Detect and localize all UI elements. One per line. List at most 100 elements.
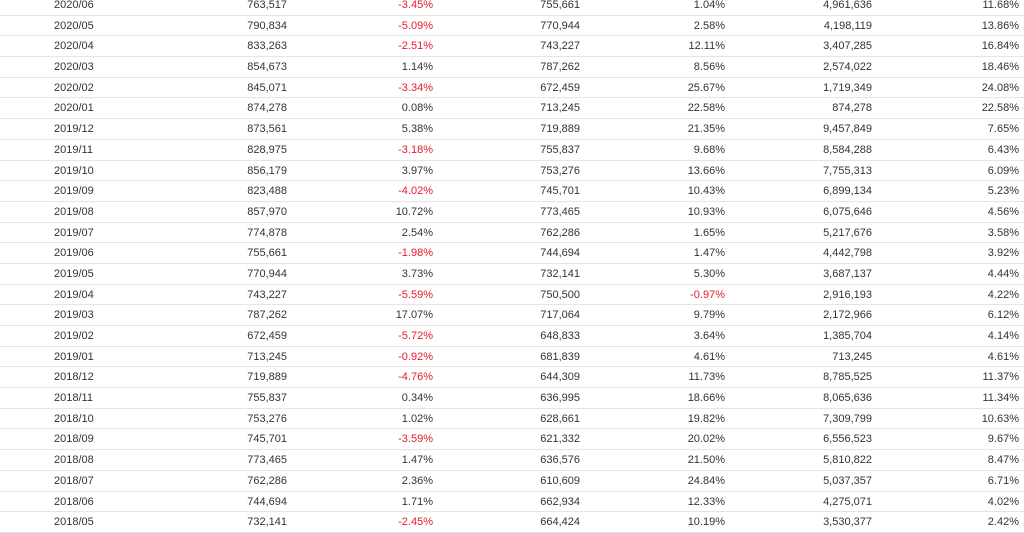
cell-prior-value: 662,934 — [540, 495, 580, 508]
cell-yoy-change: 18.66% — [687, 392, 725, 405]
cell-month: 2018/06 — [54, 495, 94, 508]
cell-value: 755,837 — [247, 392, 287, 405]
table-row: 2019/10 856,179 3.97% 753,276 13.66% 7,755,31… — [0, 161, 1024, 182]
cell-value: 713,245 — [247, 350, 287, 363]
cell-value: 873,561 — [247, 123, 287, 136]
cell-value-change: -3.18% — [398, 143, 433, 156]
cell-yoy-change: 11.73% — [688, 371, 726, 384]
table-row: 2020/03 854,673 1.14% 787,262 8.56% 2,574,022… — [0, 57, 1024, 78]
cell-cumulative-change: 7.65% — [987, 123, 1019, 136]
table-row: 2018/07 762,286 2.36% 610,609 24.84% 5,037,35… — [0, 471, 1024, 492]
cell-cumulative-value: 7,309,799 — [823, 412, 872, 425]
cell-month: 2019/11 — [54, 143, 93, 156]
cell-value: 833,263 — [247, 40, 287, 53]
cell-cumulative-change: 2.42% — [987, 516, 1019, 529]
cell-prior-value: 672,459 — [540, 81, 580, 94]
cell-value: 790,834 — [247, 19, 287, 32]
table-row: 2019/11 828,975 -3.18% 755,837 9.68% 8,584,28… — [0, 140, 1024, 161]
cell-value: 762,286 — [247, 474, 287, 487]
cell-cumulative-value: 8,785,525 — [823, 371, 872, 384]
cell-value: 770,944 — [247, 267, 287, 280]
cell-prior-value: 745,701 — [540, 185, 580, 198]
cell-month: 2018/05 — [54, 516, 94, 529]
cell-value: 719,889 — [247, 371, 287, 384]
cell-prior-value: 664,424 — [540, 516, 580, 529]
cell-cumulative-value: 2,172,966 — [823, 309, 872, 322]
cell-cumulative-change: 6.12% — [987, 309, 1019, 322]
cell-cumulative-value: 713,245 — [832, 350, 872, 363]
table-row: 2019/05 770,944 3.73% 732,141 5.30% 3,687,137… — [0, 264, 1024, 285]
cell-month: 2019/05 — [54, 267, 94, 280]
cell-prior-value: 770,944 — [540, 19, 580, 32]
cell-value: 743,227 — [247, 288, 287, 301]
cell-value-change: -2.45% — [398, 516, 433, 529]
cell-cumulative-value: 9,457,849 — [823, 123, 872, 136]
table-row: 2020/06 763,517 -3.45% 755,661 1.04% 4,961,63… — [0, 0, 1024, 16]
cell-prior-value: 717,064 — [540, 309, 580, 322]
cell-value-change: -5.09% — [398, 19, 433, 32]
cell-yoy-change: 24.84% — [687, 474, 725, 487]
cell-yoy-change: 9.68% — [693, 143, 725, 156]
table-row: 2018/12 719,889 -4.76% 644,309 11.73% 8,785,5… — [0, 367, 1024, 389]
cell-cumulative-value: 2,916,193 — [823, 288, 872, 301]
cell-cumulative-change: 6.71% — [987, 474, 1019, 487]
cell-month: 2018/09 — [54, 433, 94, 446]
cell-yoy-change: 1.65% — [693, 226, 725, 239]
cell-month: 2019/12 — [54, 123, 94, 136]
cell-value-change: -3.59% — [398, 433, 433, 446]
cell-value-change: 2.36% — [401, 474, 433, 487]
cell-value-change: 2.54% — [401, 226, 433, 239]
table-row: 2020/04 833,263 -2.51% 743,227 12.11% 3,407,2… — [0, 36, 1024, 58]
cell-value-change: -4.02% — [398, 185, 433, 198]
cell-yoy-change: 10.19% — [687, 516, 725, 529]
cell-value-change: -4.76% — [398, 371, 433, 384]
cell-cumulative-change: 22.58% — [981, 102, 1019, 115]
cell-yoy-change: 12.11% — [688, 40, 726, 53]
cell-value-change: -5.72% — [398, 330, 433, 342]
cell-prior-value: 755,661 — [540, 0, 580, 11]
cell-month: 2018/12 — [54, 371, 94, 384]
cell-value: 753,276 — [247, 412, 287, 425]
table-row: 2019/08 857,970 10.72% 773,465 10.93% 6,075,6… — [0, 202, 1024, 223]
cell-month: 2020/06 — [54, 0, 94, 11]
table-row: 2018/10 753,276 1.02% 628,661 19.82% 7,309,79… — [0, 409, 1024, 430]
cell-value-change: 10.72% — [395, 205, 433, 218]
table-row: 2019/01 713,245 -0.92% 681,839 4.61% 713,245 4… — [0, 347, 1024, 368]
cell-month: 2020/05 — [54, 19, 94, 32]
cell-prior-value: 636,576 — [540, 454, 580, 467]
cell-month: 2019/09 — [54, 185, 94, 198]
cell-prior-value: 628,661 — [540, 412, 580, 425]
cell-cumulative-change: 6.09% — [987, 164, 1019, 177]
cell-prior-value: 636,995 — [540, 392, 580, 405]
cell-prior-value: 648,833 — [540, 330, 580, 342]
cell-value-change: 0.08% — [401, 102, 433, 115]
cell-cumulative-value: 6,556,523 — [823, 433, 872, 446]
cell-month: 2019/03 — [54, 309, 94, 322]
table-row: 2019/09 823,488 -4.02% 745,701 10.43% 6,899,1… — [0, 181, 1024, 202]
cell-value: 857,970 — [247, 205, 287, 218]
cell-yoy-change: 25.67% — [687, 81, 725, 94]
cell-yoy-change: 5.30% — [693, 267, 725, 280]
cell-cumulative-value: 5,217,676 — [823, 226, 872, 239]
cell-value-change: -2.51% — [398, 40, 433, 53]
cell-month: 2018/11 — [54, 392, 93, 405]
table-row: 2020/02 845,071 -3.34% 672,459 25.67% 1,719,3… — [0, 78, 1024, 99]
cell-cumulative-value: 3,530,377 — [823, 516, 872, 529]
table-row: 2019/02 672,459 -5.72% 648,833 3.64% 1,385,70… — [0, 326, 1024, 347]
cell-cumulative-change: 9.67% — [987, 433, 1019, 446]
cell-value: 874,278 — [247, 102, 287, 115]
cell-cumulative-change: 3.58% — [987, 226, 1019, 239]
cell-prior-value: 787,262 — [540, 61, 580, 74]
cell-value: 854,673 — [247, 61, 287, 74]
cell-value-change: 3.97% — [401, 164, 433, 177]
cell-value-change: 17.07% — [395, 309, 433, 322]
cell-cumulative-value: 1,385,704 — [823, 330, 872, 342]
cell-value: 787,262 — [247, 309, 287, 322]
cell-yoy-change: 1.04% — [693, 0, 725, 11]
cell-prior-value: 681,839 — [540, 350, 580, 363]
cell-prior-value: 744,694 — [540, 247, 580, 260]
cell-cumulative-change: 6.43% — [987, 143, 1019, 156]
cell-cumulative-change: 4.56% — [987, 205, 1019, 218]
cell-cumulative-change: 8.47% — [987, 454, 1019, 467]
